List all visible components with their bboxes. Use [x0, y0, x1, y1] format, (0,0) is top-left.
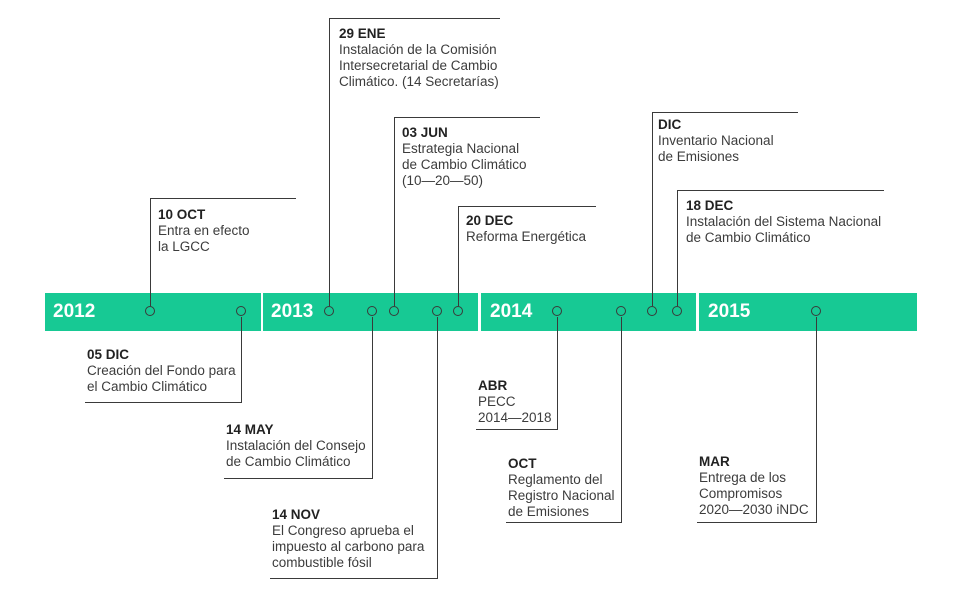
connector-10oct-vertical [150, 198, 151, 306]
event-date: 18 DEC [686, 198, 734, 213]
connector-mar-horizontal [697, 522, 817, 523]
event-text: PECC 2014—2018 [478, 394, 552, 425]
timeline-dot-20dec [453, 306, 463, 316]
timeline-band-2015 [699, 293, 917, 331]
event-date: MAR [699, 454, 730, 469]
event-date: 14 NOV [272, 507, 321, 522]
year-label-2014: 2014 [490, 301, 533, 322]
event-text: Instalación del Sistema Nacional de Camb… [686, 214, 882, 245]
connector-03jun-vertical [394, 117, 395, 306]
connector-05dic-vertical [241, 317, 242, 403]
connector-03jun-horizontal [394, 117, 540, 118]
timeline-dot-03jun [389, 306, 399, 316]
connector-dic-horizontal [652, 112, 798, 113]
year-label-2013: 2013 [271, 301, 314, 322]
timeline-dot-mar [811, 306, 821, 316]
connector-abr-vertical [557, 317, 558, 430]
event-text: Reforma Energética [466, 229, 587, 244]
event-date: OCT [508, 456, 537, 471]
timeline-dot-14may [367, 306, 377, 316]
event-29ene: 29 ENE Instalación de la Comisión Inters… [339, 26, 499, 90]
event-14may: 14 MAY Instalación del Consejo de Cambio… [226, 422, 366, 470]
event-dic-inventario: DIC Inventario Nacional de Emisiones [658, 117, 774, 165]
event-date: 03 JUN [402, 125, 448, 140]
timeline-dot-14nov [432, 306, 442, 316]
timeline-dot-18dec [672, 306, 682, 316]
timeline-band-2014 [481, 293, 696, 331]
timeline-dot-10oct [145, 306, 155, 316]
timeline-dot-abr [552, 306, 562, 316]
event-mar: MAR Entrega de los Compromisos 2020—2030… [699, 454, 809, 518]
event-date: DIC [658, 117, 682, 132]
event-date: 14 MAY [226, 422, 274, 437]
connector-10oct-horizontal [150, 198, 296, 199]
event-18dec: 18 DEC Instalación del Sistema Nacional … [686, 198, 881, 246]
connector-14may-vertical [372, 317, 373, 479]
event-date: 29 ENE [339, 26, 386, 41]
connector-20dec-horizontal [458, 206, 596, 207]
event-text: Entra en efecto la LGCC [158, 223, 250, 254]
event-text: Instalación del Consejo de Cambio Climát… [226, 438, 366, 469]
timeline-dot-oct [616, 306, 626, 316]
event-abr: ABR PECC 2014—2018 [478, 378, 552, 426]
event-oct: OCT Reglamento del Registro Nacional de … [508, 456, 615, 520]
event-text: Entrega de los Compromisos 2020—2030 iND… [699, 470, 809, 517]
timeline-dot-29ene [324, 306, 334, 316]
event-03jun: 03 JUN Estrategia Nacional de Cambio Cli… [402, 125, 527, 189]
event-text: Creación del Fondo para el Cambio Climát… [87, 363, 236, 394]
event-date: 05 DIC [87, 347, 130, 362]
connector-20dec-vertical [458, 206, 459, 306]
event-05dic: 05 DIC Creación del Fondo para el Cambio… [87, 347, 236, 395]
connector-oct-vertical [621, 317, 622, 523]
connector-14nov-vertical [437, 317, 438, 579]
event-14nov: 14 NOV El Congreso aprueba el impuesto a… [272, 507, 424, 571]
timeline-dot-dic [647, 306, 657, 316]
year-label-2015: 2015 [708, 301, 751, 322]
year-label-2012: 2012 [53, 301, 96, 322]
event-10oct: 10 OCT Entra en efecto la LGCC [158, 207, 250, 255]
connector-abr-horizontal [476, 429, 558, 430]
connector-18dec-vertical [677, 190, 678, 306]
connector-dic-vertical [652, 112, 653, 306]
event-text: Inventario Nacional de Emisiones [658, 133, 774, 164]
connector-14may-horizontal [224, 478, 373, 479]
event-text: El Congreso aprueba el impuesto al carbo… [272, 523, 425, 570]
event-text: Instalación de la Comisión Intersecretar… [339, 42, 499, 89]
timeline-dot-05dic [236, 306, 246, 316]
connector-05dic-horizontal [85, 402, 242, 403]
connector-mar-vertical [816, 317, 817, 523]
event-date: ABR [478, 378, 508, 393]
connector-oct-horizontal [506, 522, 622, 523]
connector-29ene-horizontal [329, 18, 500, 19]
event-text: Reglamento del Registro Nacional de Emis… [508, 472, 615, 519]
event-date: 20 DEC [466, 213, 514, 228]
event-date: 10 OCT [158, 207, 206, 222]
connector-14nov-horizontal [270, 578, 438, 579]
event-text: Estrategia Nacional de Cambio Climático … [402, 141, 527, 188]
connector-29ene-vertical [329, 18, 330, 306]
event-20dec: 20 DEC Reforma Energética [466, 213, 586, 245]
connector-18dec-horizontal [677, 190, 884, 191]
